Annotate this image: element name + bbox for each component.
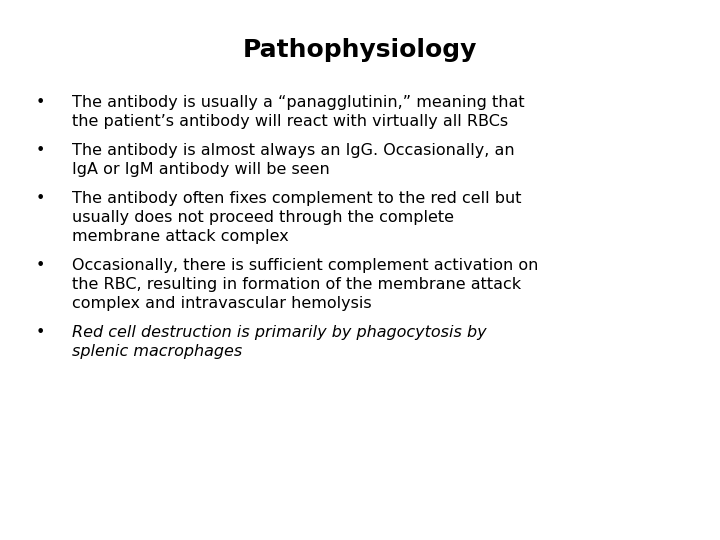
Text: The antibody is almost always an IgG. Occasionally, an: The antibody is almost always an IgG. Oc… xyxy=(72,143,515,158)
Text: Pathophysiology: Pathophysiology xyxy=(243,38,477,62)
Text: usually does not proceed through the complete: usually does not proceed through the com… xyxy=(72,210,454,225)
Text: membrane attack complex: membrane attack complex xyxy=(72,229,289,244)
Text: Occasionally, there is sufficient complement activation on: Occasionally, there is sufficient comple… xyxy=(72,258,539,273)
Text: •: • xyxy=(36,258,45,273)
Text: IgA or IgM antibody will be seen: IgA or IgM antibody will be seen xyxy=(72,162,330,177)
Text: the RBC, resulting in formation of the membrane attack: the RBC, resulting in formation of the m… xyxy=(72,277,521,292)
Text: •: • xyxy=(36,95,45,110)
Text: splenic macrophages: splenic macrophages xyxy=(72,344,242,359)
Text: complex and intravascular hemolysis: complex and intravascular hemolysis xyxy=(72,296,372,311)
Text: Red cell destruction is primarily by phagocytosis by: Red cell destruction is primarily by pha… xyxy=(72,325,487,340)
Text: The antibody often fixes complement to the red cell but: The antibody often fixes complement to t… xyxy=(72,191,521,206)
Text: The antibody is usually a “panagglutinin,” meaning that: The antibody is usually a “panagglutinin… xyxy=(72,95,525,110)
Text: •: • xyxy=(36,191,45,206)
Text: •: • xyxy=(36,143,45,158)
Text: •: • xyxy=(36,325,45,340)
Text: the patient’s antibody will react with virtually all RBCs: the patient’s antibody will react with v… xyxy=(72,114,508,129)
